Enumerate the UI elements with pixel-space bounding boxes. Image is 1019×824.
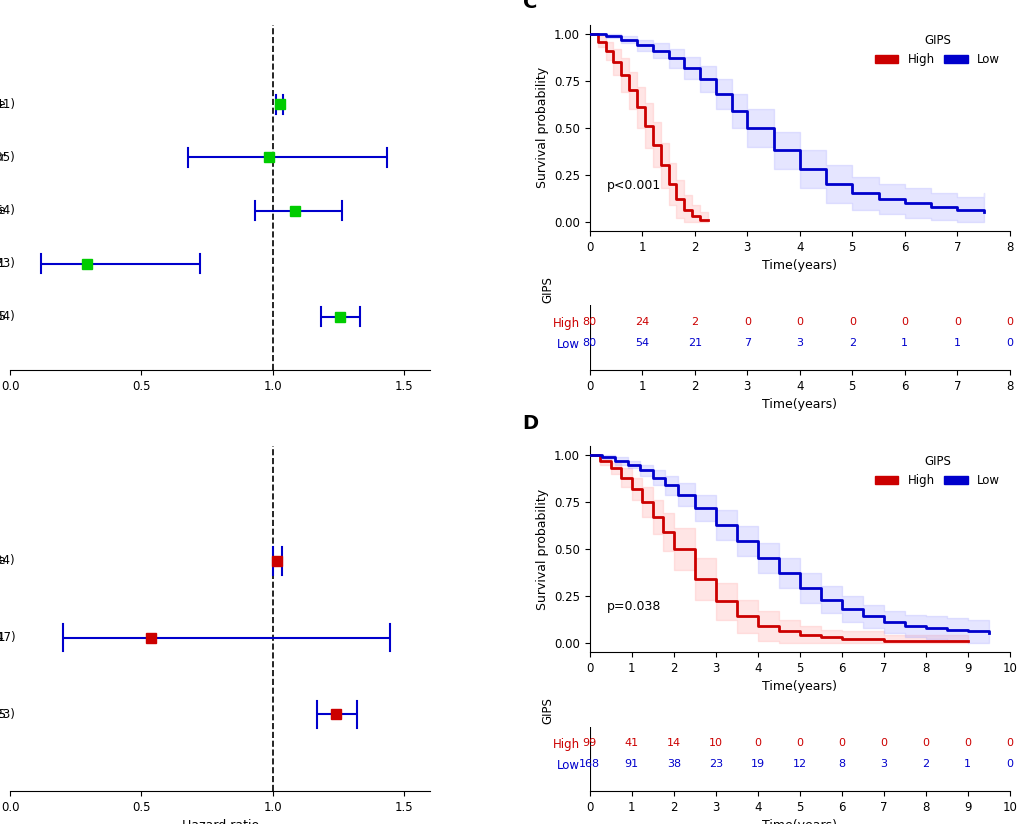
Text: 0: 0 [743,316,750,326]
Text: C: C [522,0,536,12]
X-axis label: Time(years): Time(years) [761,819,837,824]
Text: 3: 3 [796,338,803,348]
Text: 0: 0 [848,316,855,326]
Text: 91: 91 [624,759,638,769]
Text: 19: 19 [750,759,764,769]
Text: 1: 1 [901,338,907,348]
Text: 99: 99 [582,737,596,747]
Text: age: age [0,98,6,111]
Y-axis label: Survival probability: Survival probability [535,68,548,189]
Text: 0: 0 [901,316,907,326]
Text: GIPS: GIPS [541,697,553,724]
Text: 0.537(0.200−1.447): 0.537(0.200−1.447) [0,631,15,644]
Legend: High, Low: High, Low [870,30,1003,69]
Text: 0: 0 [963,737,970,747]
X-axis label: Time(years): Time(years) [761,681,837,694]
Text: age: age [0,555,6,568]
Text: 2: 2 [848,338,855,348]
Text: GIPS: GIPS [541,276,553,302]
Text: 54: 54 [635,338,649,348]
Text: 10: 10 [708,737,722,747]
Text: 0.294(0.119−0.723): 0.294(0.119−0.723) [0,257,15,270]
Text: 0: 0 [754,737,760,747]
Text: gender: gender [0,151,6,164]
Text: 1: 1 [953,338,960,348]
Text: 2: 2 [691,316,698,326]
Text: 1.243(1.168−1.323): 1.243(1.168−1.323) [0,708,15,721]
Text: GIPS: GIPS [0,708,6,721]
Text: 168: 168 [579,759,600,769]
Text: 1.086(0.932−1.264): 1.086(0.932−1.264) [0,204,15,217]
Text: 0: 0 [1006,737,1012,747]
Text: 2: 2 [921,759,928,769]
Text: 7: 7 [743,338,750,348]
Text: 1: 1 [963,759,970,769]
Y-axis label: Survival probability: Survival probability [535,489,548,610]
Text: 3: 3 [879,759,887,769]
X-axis label: Hazard ratio: Hazard ratio [181,819,259,824]
Text: 1.256(1.183−1.334): 1.256(1.183−1.334) [0,311,15,323]
Text: D: D [522,414,538,433]
Text: p=0.038: p=0.038 [606,600,660,613]
X-axis label: Time(years): Time(years) [761,398,837,411]
Text: 8: 8 [838,759,845,769]
Text: 12: 12 [792,759,806,769]
Text: IDH1: IDH1 [0,631,6,644]
Text: 0: 0 [1006,338,1012,348]
Text: 38: 38 [666,759,681,769]
Text: GIPS: GIPS [0,311,6,323]
Text: 0: 0 [838,737,845,747]
Text: 0.987(0.679−1.435): 0.987(0.679−1.435) [0,151,15,164]
Text: 23: 23 [708,759,722,769]
Text: 24: 24 [635,316,649,326]
Text: 1.018(1.001−1.034): 1.018(1.001−1.034) [0,555,15,568]
Legend: High, Low: High, Low [870,452,1003,491]
Text: 0: 0 [953,316,960,326]
Text: 80: 80 [582,338,596,348]
Text: IDH1: IDH1 [0,257,6,270]
Text: 80: 80 [582,316,596,326]
Text: 0: 0 [1006,316,1012,326]
Text: p<0.001: p<0.001 [606,179,660,192]
Text: 14: 14 [666,737,681,747]
Text: 0: 0 [796,737,803,747]
Text: 41: 41 [624,737,638,747]
Text: 0: 0 [921,737,928,747]
Text: 1.026(1.012−1.041): 1.026(1.012−1.041) [0,98,15,111]
Text: 21: 21 [687,338,701,348]
Text: 0: 0 [796,316,803,326]
X-axis label: Time(years): Time(years) [761,260,837,272]
Text: Subtype: Subtype [0,204,6,217]
Text: 0: 0 [879,737,887,747]
Text: 0: 0 [1006,759,1012,769]
